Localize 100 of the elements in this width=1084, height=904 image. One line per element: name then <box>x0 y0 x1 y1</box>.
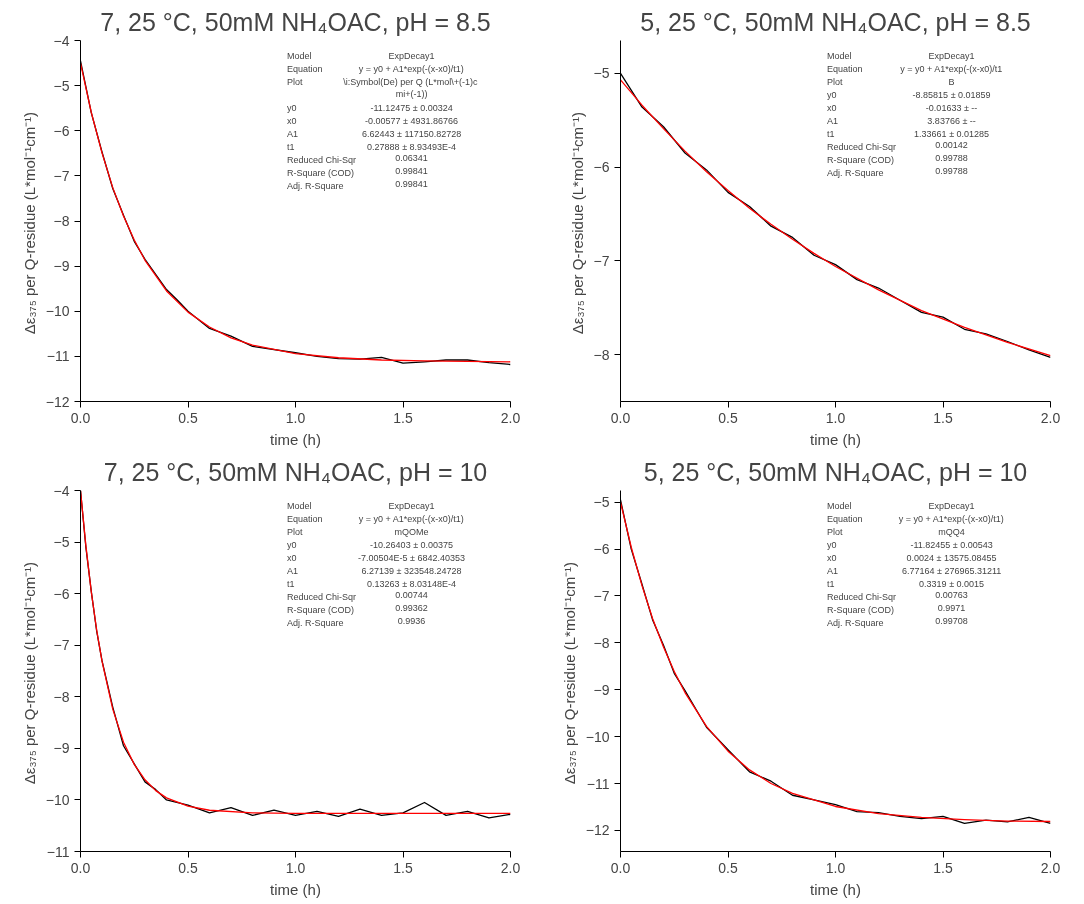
annotation: -0.00577 ± 4931.86766 <box>365 116 459 127</box>
x-tick-label: 1.5 <box>393 859 413 876</box>
annotation: Equation <box>286 514 323 525</box>
annotation: x0 <box>826 103 837 114</box>
annotation: 0.13263 ± 8.03148E-4 <box>367 579 457 590</box>
y-axis-title: Δε₃₇₅ per Q-residue (L*mol⁻¹cm⁻¹) <box>20 561 38 785</box>
y-tick-label: −9 <box>53 740 70 757</box>
annotation: x0 <box>286 116 297 127</box>
x-axis-title: time (h) <box>810 880 861 898</box>
annotation: 0.9936 <box>397 616 426 627</box>
y-tick-label: −5 <box>53 534 70 551</box>
annotation: 0.06341 <box>395 153 428 164</box>
annotation: t1 <box>826 579 835 590</box>
y-tick-label: −12 <box>585 822 610 839</box>
x-tick-label: 1.5 <box>933 409 953 426</box>
annotation: R-Square (COD) <box>286 168 354 179</box>
x-tick-label: 2.0 <box>1040 859 1061 876</box>
y-tick-label: −7 <box>593 252 610 269</box>
annotation: ExpDecay1 <box>928 501 975 512</box>
y-tick-label: −11 <box>46 348 70 365</box>
annotation: x0 <box>286 553 297 564</box>
annotation: Reduced Chi-Sqr <box>286 155 356 166</box>
annotation: A1 <box>826 116 838 127</box>
x-tick-label: 1.5 <box>933 859 953 876</box>
annotation: mQOMe <box>394 527 429 538</box>
annotation: Model <box>826 501 852 512</box>
annotation: mQQ4 <box>938 527 965 538</box>
x-tick-label: 0.5 <box>178 859 198 876</box>
chart-title: 7, 25 °C, 50mM NH₄OAC, pH = 8.5 <box>100 7 491 36</box>
annotation: -8.85815 ± 0.01859 <box>912 90 991 101</box>
annotation: ExpDecay1 <box>388 501 435 512</box>
annotation: Plot <box>826 77 843 88</box>
annotation: Equation <box>826 514 863 525</box>
annotation: 0.99841 <box>395 166 428 177</box>
annotation: 6.27139 ± 323548.24728 <box>361 566 462 577</box>
annotation: 0.9971 <box>937 603 966 614</box>
annotation: -0.01633 ± -- <box>925 103 978 114</box>
annotation: Plot <box>826 527 843 538</box>
annotation: Adj. R-Square <box>826 618 884 629</box>
annotation: R-Square (COD) <box>286 605 354 616</box>
y-tick-label: −6 <box>593 159 610 176</box>
annotation: A1 <box>286 566 298 577</box>
annotation: Plot <box>286 77 303 88</box>
y-tick-label: −8 <box>593 346 610 363</box>
annotation: \i:Symbol(De) per Q (L*mol\+(-1)c mi+(-1)) <box>343 77 478 100</box>
chart-title: 7, 25 °C, 50mM NH₄OAC, pH = 10 <box>103 457 488 486</box>
annotation: Plot <box>286 527 303 538</box>
x-tick-label: 0.0 <box>70 859 91 876</box>
x-tick-label: 1.0 <box>285 409 306 426</box>
annotation: -11.82455 ± 0.00543 <box>910 540 993 551</box>
x-axis-title: time (h) <box>270 430 321 448</box>
annotation: 0.00763 <box>935 590 968 601</box>
annotation: ExpDecay1 <box>388 51 435 62</box>
annotation: 0.99788 <box>935 153 968 164</box>
x-tick-label: 0.0 <box>70 409 91 426</box>
x-tick-label: 0.0 <box>610 859 631 876</box>
y-tick-label: −4 <box>53 32 70 49</box>
x-tick-label: 0.0 <box>610 409 631 426</box>
y-axis-title: Δε₃₇₅ per Q-residue (L*mol⁻¹cm⁻¹) <box>568 111 586 335</box>
x-tick-label: 1.0 <box>825 859 846 876</box>
annotation: y0 <box>286 540 297 551</box>
chart-title: 5, 25 °C, 50mM NH₄OAC, pH = 10 <box>643 457 1028 486</box>
annotation: 1.33661 ± 0.01285 <box>914 129 990 140</box>
annotation: 3.83766 ± -- <box>927 116 976 127</box>
annotation: Adj. R-Square <box>286 618 344 629</box>
annotation: 6.77164 ± 276965.31211 <box>901 566 1002 577</box>
annotation: Equation <box>286 64 323 75</box>
x-tick-label: 1.0 <box>285 859 306 876</box>
annotation: Adj. R-Square <box>286 181 344 192</box>
annotation: Model <box>826 51 852 62</box>
annotation: y0 <box>826 90 837 101</box>
annotation: y = y0 + A1*exp(-(x-x0)/t1) <box>358 514 464 525</box>
y-tick-label: −10 <box>45 303 70 320</box>
y-tick-label: −6 <box>593 541 610 558</box>
x-tick-label: 0.5 <box>718 859 738 876</box>
annotation: 0.0024 ± 13575.08455 <box>906 553 997 564</box>
annotation: ExpDecay1 <box>928 51 975 62</box>
x-tick-label: 0.5 <box>178 409 198 426</box>
annotation: 0.99788 <box>935 166 968 177</box>
annotation: t1 <box>826 129 835 140</box>
y-axis-title: Δε₃₇₅ per Q-residue (L*mol⁻¹cm⁻¹) <box>560 561 578 785</box>
annotation: y0 <box>826 540 837 551</box>
y-tick-label: −9 <box>53 258 70 275</box>
y-tick-label: −6 <box>53 585 70 602</box>
x-tick-label: 0.5 <box>718 409 738 426</box>
y-tick-label: −9 <box>593 681 610 698</box>
y-tick-label: −10 <box>585 728 610 745</box>
annotation: A1 <box>826 566 838 577</box>
y-tick-label: −5 <box>593 494 610 511</box>
y-tick-label: −11 <box>586 775 610 792</box>
annotation: 0.99362 <box>395 603 428 614</box>
annotation: -10.26403 ± 0.00375 <box>370 540 454 551</box>
annotation: Adj. R-Square <box>826 168 884 179</box>
annotation: 0.27888 ± 8.93493E-4 <box>367 142 457 153</box>
y-tick-label: −8 <box>53 688 70 705</box>
annotation: -11.12475 ± 0.00324 <box>370 103 453 114</box>
y-tick-label: −10 <box>45 791 70 808</box>
annotation: Reduced Chi-Sqr <box>826 142 896 153</box>
y-tick-label: −11 <box>46 843 70 860</box>
annotation: 0.99841 <box>395 179 428 190</box>
